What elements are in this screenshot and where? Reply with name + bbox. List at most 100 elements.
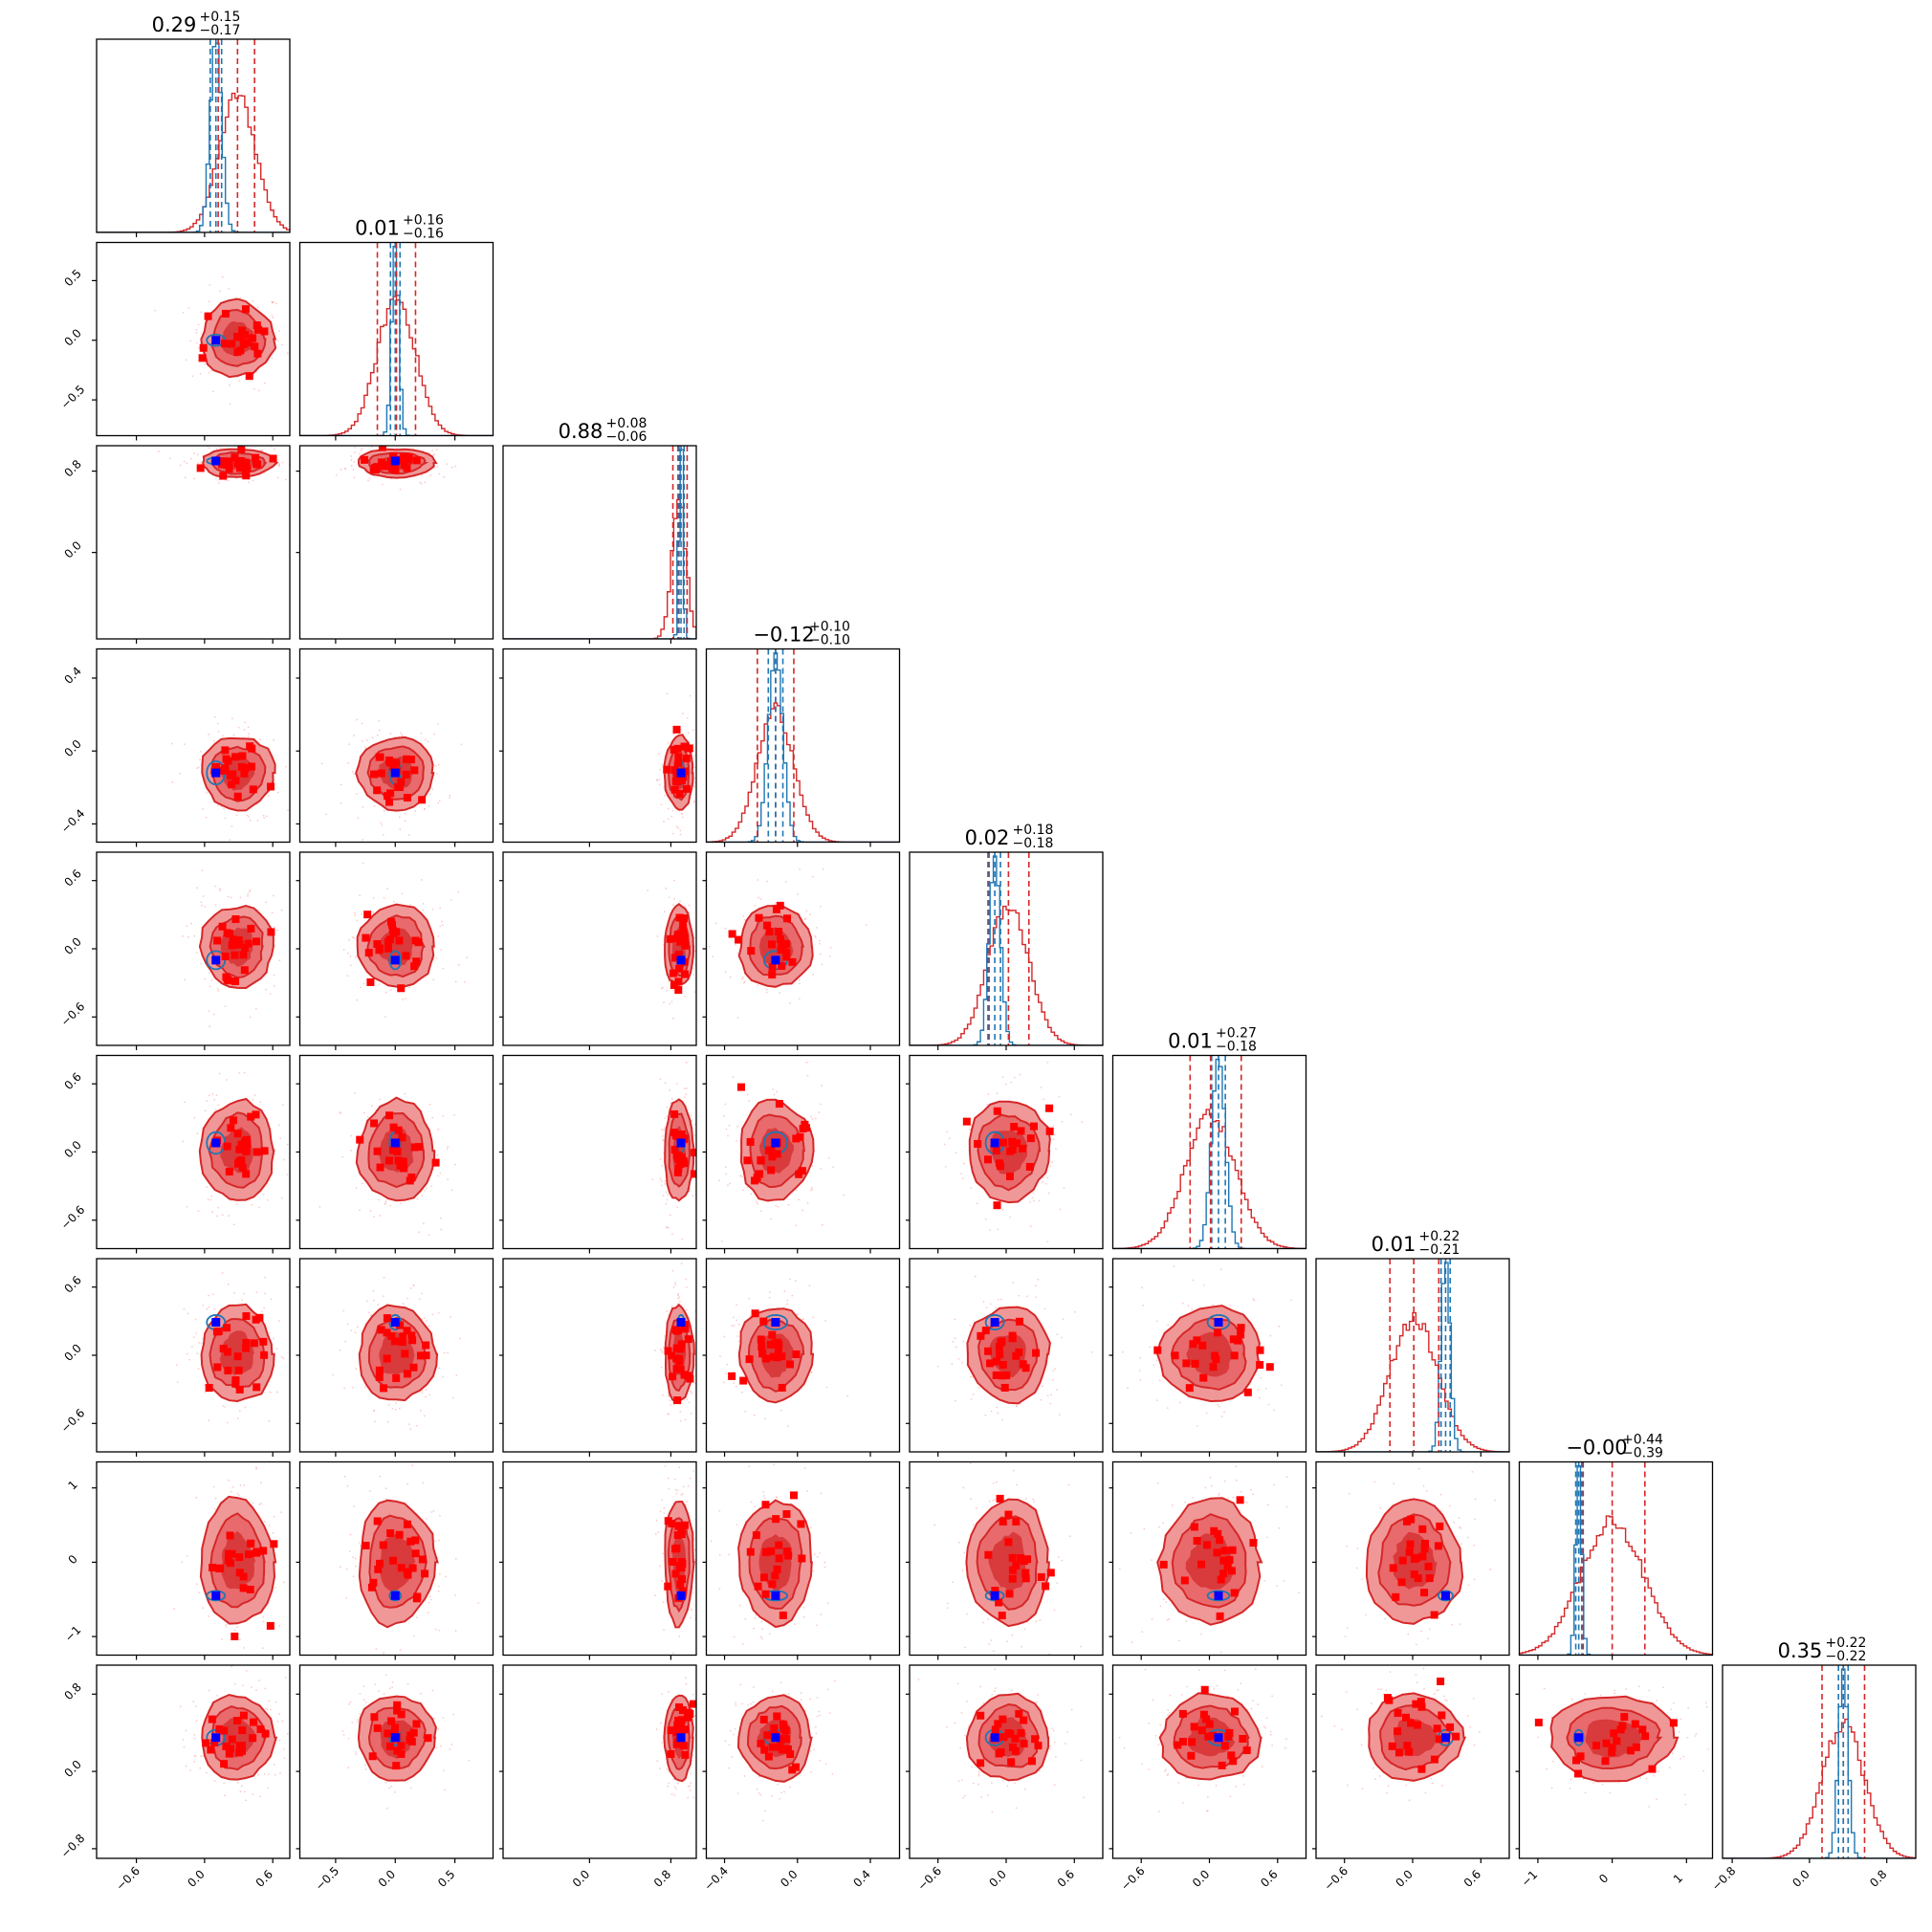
sample-point: [402, 999, 404, 1000]
sample-point: [349, 1533, 352, 1536]
sample-point: [662, 1195, 665, 1197]
sample-marker: [414, 938, 423, 947]
sample-point: [210, 979, 213, 981]
sample-marker: [383, 792, 391, 801]
sample-point: [384, 1487, 387, 1490]
prior-contour: [984, 1314, 1005, 1331]
sample-point: [366, 1300, 368, 1303]
sample-marker: [792, 1350, 801, 1358]
sample-point: [239, 1675, 241, 1677]
sample-point: [342, 949, 345, 951]
sample-marker: [394, 1156, 403, 1165]
scatter-panel-4-2: [499, 851, 697, 1050]
sample-point: [442, 1114, 445, 1117]
sample-point: [1155, 1359, 1158, 1362]
scatter-panel-7-1: [296, 1460, 494, 1660]
sample-marker: [198, 354, 207, 362]
sample-point: [777, 1205, 779, 1208]
sample-point: [421, 1392, 424, 1394]
sample-point: [244, 721, 247, 724]
sample-marker: [241, 764, 250, 773]
sample-point: [808, 913, 811, 916]
sample-marker: [670, 1146, 679, 1154]
sample-point: [313, 449, 315, 450]
sample-point: [359, 894, 362, 897]
sample-point: [209, 1025, 211, 1028]
sample-marker: [224, 1366, 232, 1374]
sample-marker: [373, 786, 382, 795]
sample-marker: [778, 1383, 786, 1392]
sample-marker: [728, 1372, 736, 1380]
sample-point: [436, 1153, 439, 1156]
sample-point: [438, 800, 441, 801]
sample-point: [683, 1087, 686, 1090]
sample-point: [818, 1111, 821, 1113]
sample-marker: [736, 1083, 745, 1091]
sample-point: [198, 1592, 201, 1594]
sample-marker: [407, 1331, 416, 1340]
panel-content: [655, 692, 696, 836]
panel-title-minus: −0.21: [1419, 1242, 1460, 1258]
sample-marker: [247, 924, 255, 933]
sample-point: [203, 977, 206, 980]
sample-marker: [376, 944, 384, 953]
sample-point: [670, 1098, 673, 1100]
sample-point: [954, 1337, 956, 1340]
sample-point: [437, 1175, 440, 1177]
sample-point: [741, 1189, 744, 1192]
sample-point: [689, 694, 692, 697]
sample-point: [219, 447, 222, 450]
panel-title-median: 0.01: [1168, 1030, 1213, 1053]
sample-point: [708, 945, 711, 948]
sample-point: [259, 1482, 262, 1483]
panel-content: [320, 718, 463, 841]
sample-point: [684, 1096, 686, 1099]
sample-point: [437, 763, 440, 766]
sample-point: [740, 1175, 743, 1178]
sample-point: [365, 738, 368, 741]
sample-point: [656, 935, 659, 937]
sample-point: [1046, 1240, 1049, 1243]
sample-point: [348, 743, 351, 746]
sample-point: [212, 739, 215, 742]
sample-point: [213, 715, 216, 718]
sample-point: [434, 1628, 437, 1631]
sample-point: [426, 1517, 428, 1520]
truth-marker: [390, 768, 400, 778]
sample-point: [218, 888, 221, 890]
sample-point: [372, 896, 375, 899]
sample-point: [224, 1005, 227, 1008]
panel-title-minus: −0.10: [809, 633, 850, 648]
sample-point: [407, 834, 410, 836]
sample-marker: [1171, 1351, 1179, 1360]
sample-point: [684, 1252, 686, 1254]
sample-marker: [1010, 1123, 1019, 1131]
sample-marker: [409, 1363, 418, 1372]
sample-point: [454, 1594, 457, 1596]
sample-point: [228, 384, 231, 386]
truth-marker: [990, 1318, 999, 1328]
sample-point: [743, 981, 745, 984]
sample-point: [215, 448, 218, 450]
sample-point: [1217, 1404, 1219, 1406]
sample-point: [340, 783, 342, 786]
sample-point: [690, 1412, 692, 1415]
sample-point: [1253, 1299, 1256, 1302]
sample-marker: [768, 971, 777, 979]
sample-marker: [374, 1565, 383, 1573]
sample-marker: [682, 754, 691, 762]
sample-point: [665, 1226, 668, 1229]
sample-point: [739, 1175, 741, 1177]
sample-point: [226, 1421, 229, 1424]
sample-point: [1043, 1109, 1046, 1111]
sample-marker: [212, 762, 221, 771]
sample-marker: [778, 962, 786, 971]
sample-point: [378, 719, 381, 722]
sample-point: [827, 1157, 830, 1159]
sample-marker: [235, 1385, 244, 1394]
sample-point: [699, 1346, 701, 1348]
sample-marker: [252, 937, 261, 946]
sample-marker: [266, 1621, 274, 1630]
sample-marker: [361, 455, 369, 464]
sample-point: [779, 1409, 782, 1412]
